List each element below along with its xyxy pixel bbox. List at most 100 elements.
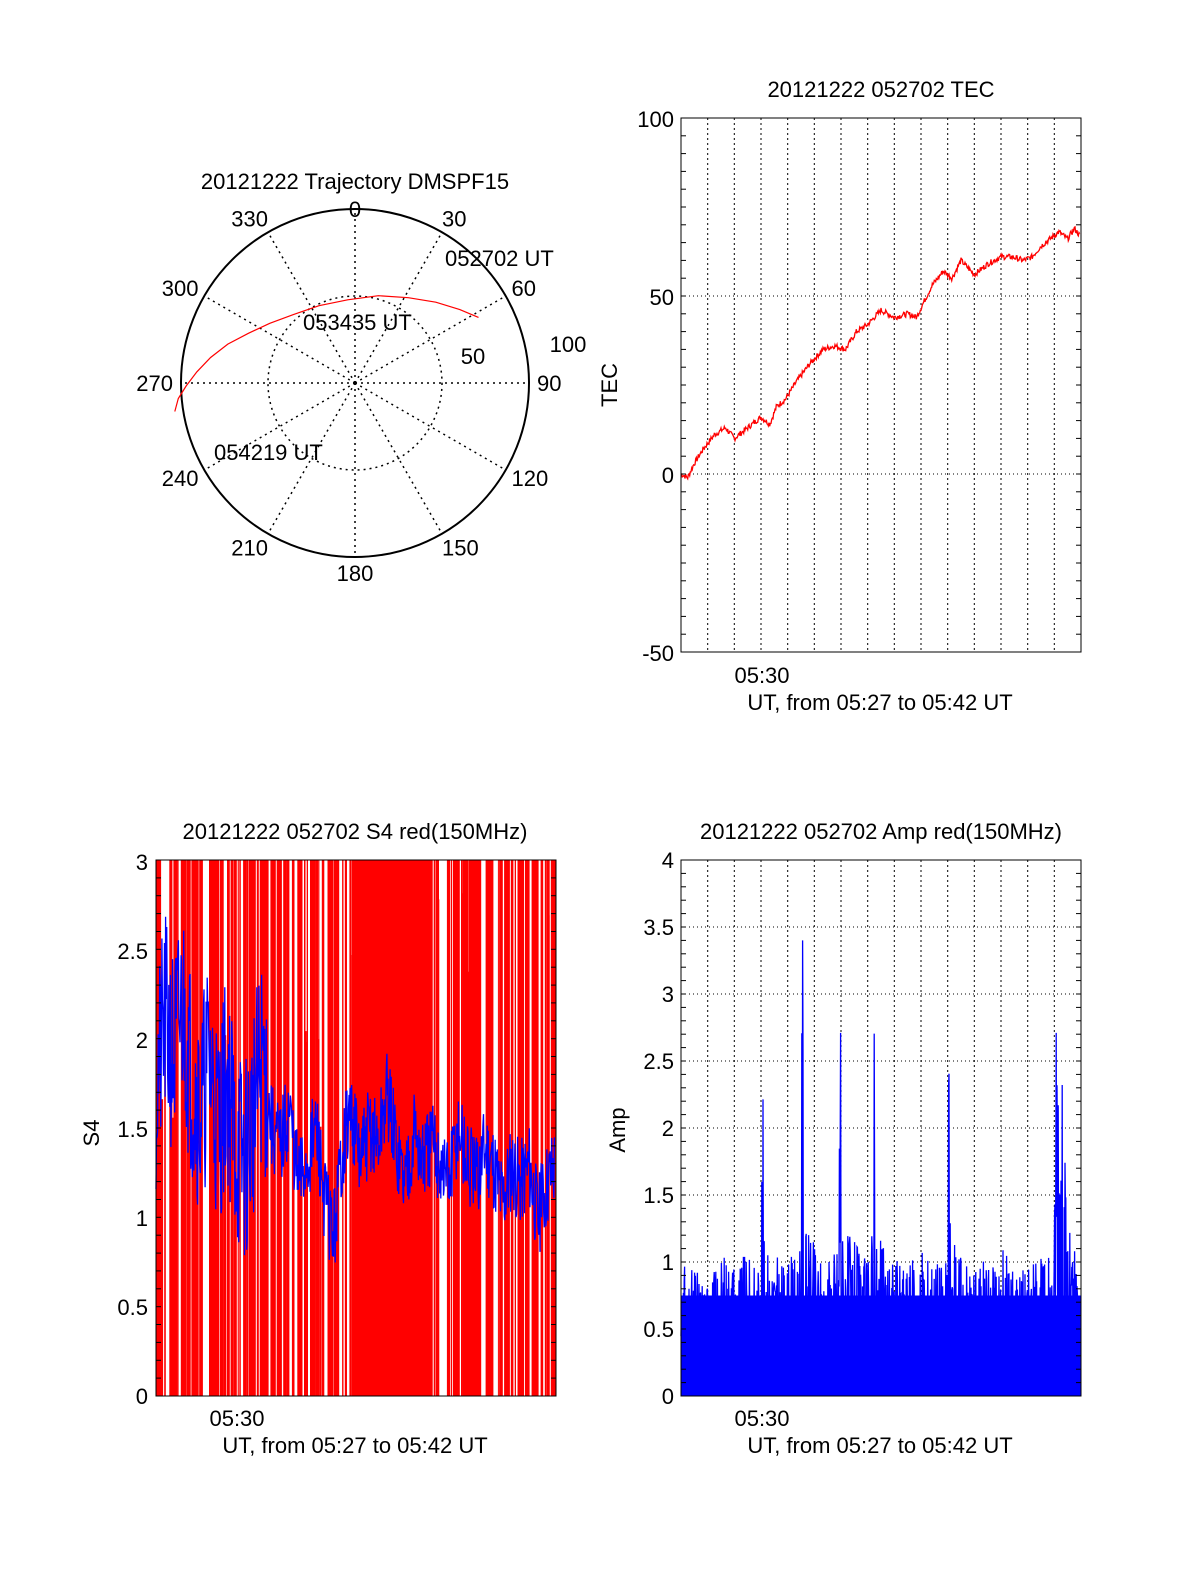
polar-spoke [354, 295, 507, 384]
polar-angle-labels: 0 30 60 90 120 150 180 210 240 270 300 330 [136, 197, 561, 586]
amp-ytick-3-5: 3.5 [643, 915, 674, 940]
s4-red-spike [497, 860, 499, 1396]
s4-ytick-0-5: 0.5 [117, 1295, 148, 1320]
s4-ticks [156, 877, 556, 1379]
amp-ytick-2: 2 [662, 1116, 674, 1141]
s4-red-spike [531, 860, 534, 1396]
s4-red-spike [171, 1117, 174, 1396]
s4-red-spike [187, 860, 191, 1396]
tec-series-line [680, 225, 1081, 481]
amp-xtick-0530: 05:30 [734, 1406, 789, 1431]
s4-xlabel: UT, from 05:27 to 05:42 UT [222, 1433, 487, 1458]
s4-red-spike [183, 860, 187, 1396]
s4-red-spike [305, 1031, 307, 1396]
s4-red-spike [518, 860, 521, 1396]
s4-red-spike [273, 860, 276, 1396]
amp-title: 20121222 052702 Amp red(150MHz) [700, 819, 1062, 844]
polar-outer-circle [180, 208, 530, 558]
tec-plot: 20121222 052702 TEC 100 50 0 -50 05:30 U… [597, 77, 1082, 715]
polar-spoke [267, 382, 356, 535]
s4-red-spike [411, 860, 413, 1396]
polar-angle-label: 60 [512, 276, 536, 301]
amp-ytick-1: 1 [662, 1250, 674, 1275]
s4-red-spike [351, 955, 353, 1396]
polar-spoke [354, 382, 507, 471]
s4-red-spike [536, 860, 538, 1396]
s4-ytick-1: 1 [136, 1206, 148, 1231]
polar-angle-label: 270 [136, 371, 173, 396]
trajectory-line [174, 295, 479, 412]
s4-red-spike [261, 860, 264, 1396]
s4-red-spike [399, 860, 403, 1396]
s4-red-spike [435, 860, 439, 1396]
amp-ylabel: Amp [605, 1107, 630, 1152]
s4-red-spike [180, 860, 183, 1396]
s4-red-spike [297, 860, 301, 1396]
s4-red-spike [216, 860, 220, 1396]
s4-red-spike [526, 860, 529, 1396]
s4-red-spike [306, 860, 308, 1396]
s4-red-spike [372, 1081, 375, 1396]
s4-red-spike [505, 860, 508, 1396]
s4-red-spike [381, 905, 385, 1396]
polar-title: 20121222 Trajectory DMSPF15 [201, 169, 509, 194]
polar-angle-label: 180 [337, 561, 374, 586]
s4-red-spike [336, 860, 339, 1396]
s4-ytick-3: 3 [136, 850, 148, 875]
s4-red-spike [375, 860, 377, 1396]
trajectory-annotation-mid: 053435 UT [303, 310, 412, 335]
trajectory-annotation-end: 054219 UT [214, 440, 323, 465]
tec-frame [680, 117, 1082, 653]
s4-red-spike [395, 860, 399, 1396]
s4-red-spike [209, 860, 212, 1396]
polar-grid [181, 209, 529, 557]
s4-ylabel: S4 [79, 1120, 104, 1147]
s4-red-spike [192, 860, 195, 1396]
s4-red-spike [199, 1094, 201, 1396]
s4-red-spike [211, 860, 213, 1396]
s4-red-spike [511, 860, 513, 1396]
amp-ytick-4: 4 [662, 848, 674, 873]
amp-ytick-0: 0 [662, 1384, 674, 1409]
tec-grid [681, 118, 1081, 652]
s4-red-spike [160, 1099, 164, 1396]
s4-red-spike [321, 860, 325, 1396]
polar-spoke [267, 231, 356, 384]
trajectory-annotation-start: 052702 UT [445, 246, 554, 271]
s4-red-spike [544, 860, 547, 1396]
s4-ytick-0: 0 [136, 1384, 148, 1409]
s4-red-spike [476, 860, 479, 1396]
tec-ytick-0: 0 [662, 463, 674, 488]
s4-plot: 20121222 052702 S4 red(150MHz) 0 0.5 1 1… [79, 819, 557, 1458]
s4-red-spike [316, 1039, 320, 1396]
s4-red-spike [520, 860, 524, 1396]
s4-red-spike [528, 860, 530, 1396]
polar-angle-label: 330 [231, 207, 268, 232]
s4-red-spike [525, 860, 527, 1396]
s4-red-spike [256, 860, 259, 1396]
polar-angle-label: 120 [512, 466, 549, 491]
s4-red-spike [239, 860, 241, 1396]
s4-red-spike [507, 860, 510, 1396]
polar-ring-50 [267, 295, 443, 471]
s4-red-spike [223, 1035, 227, 1396]
amp-ytick-3: 3 [662, 982, 674, 1007]
s4-red-spike [177, 860, 179, 1396]
s4-red-spike [422, 860, 426, 1396]
tec-ytick-minus50: -50 [642, 641, 674, 666]
s4-red-spike [453, 1111, 455, 1396]
s4-red-spike [501, 860, 503, 1396]
s4-red-spike [402, 860, 405, 1396]
s4-red-spike [314, 860, 316, 1396]
tec-xlabel: UT, from 05:27 to 05:42 UT [747, 690, 1012, 715]
s4-xtick-0530: 05:30 [209, 1406, 264, 1431]
s4-red-spike [406, 860, 410, 1396]
s4-red-spike [233, 1100, 235, 1396]
s4-red-spike [499, 860, 501, 1396]
polar-angle-label: 150 [442, 536, 479, 561]
s4-red-spike [464, 860, 467, 1396]
polar-angle-label: 240 [162, 466, 199, 491]
s4-red-spike [514, 860, 516, 1396]
s4-ytick-2: 2 [136, 1028, 148, 1053]
s4-red-spike [418, 860, 420, 1396]
